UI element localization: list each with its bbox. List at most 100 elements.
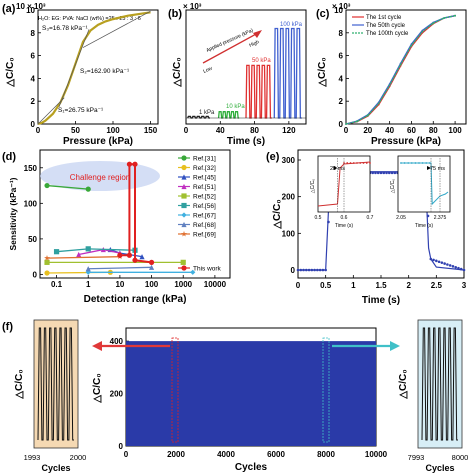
d-ytick-label-3: 150 xyxy=(24,164,38,173)
e-xtick-label-3: 1.5 xyxy=(375,281,387,290)
e-point xyxy=(388,171,391,175)
panel-b-plot xyxy=(186,27,306,119)
c-ytick-label-5: 10 xyxy=(334,6,343,15)
e-inset1-point-5 xyxy=(359,162,362,164)
panel-c-frame xyxy=(345,9,467,125)
c-point-2-0 xyxy=(345,123,347,125)
d-legend-label-3: Ref.[51] xyxy=(193,184,216,191)
d-series-7 xyxy=(88,266,152,270)
panel-a-plot xyxy=(37,10,151,126)
d-legend-marker-0 xyxy=(181,155,187,161)
panel-a-xticks: 0 50 100 150 xyxy=(36,121,158,135)
d-point-9-2 xyxy=(126,161,133,167)
c-point-2-2 xyxy=(366,114,369,117)
d-legend-label-2: Ref.[45] xyxy=(193,175,216,182)
d-legend-marker-7 xyxy=(181,221,187,228)
d-point-8-0 xyxy=(44,255,50,261)
c-ytick-label-2: 4 xyxy=(339,74,344,83)
panel-e-inset1-xlabel: Time (s) xyxy=(335,223,353,229)
e-point xyxy=(457,266,460,270)
panel-f-left-ylabel: △C/C₀ xyxy=(14,369,25,399)
panel-d-frame xyxy=(39,149,231,279)
e-ytick-label-1: 100 xyxy=(282,229,296,238)
e-xtick-label-6: 3 xyxy=(462,281,467,290)
panel-b-letter: (b) xyxy=(168,8,182,20)
panel-d-xticks: 0.1 1 10 100 1000 10000 xyxy=(51,275,227,289)
legend-label-1st: The 1st cycle xyxy=(366,15,402,21)
d-point-9-0 xyxy=(117,252,123,258)
panel-c-exp: × 10³ xyxy=(332,2,351,11)
panel-f-left-zoom-plot xyxy=(37,327,74,441)
d-point-4-1 xyxy=(180,259,186,265)
panel-b-high: High xyxy=(248,39,260,49)
panel-e-inset2-xlabel: Time (s) xyxy=(415,223,433,229)
d-legend-marker-2 xyxy=(181,174,187,180)
f-xtick-label-1: 2000 xyxy=(167,450,185,459)
d-point-9-3 xyxy=(132,161,138,167)
panel-b-ylabel: △C/C₀ xyxy=(172,57,183,87)
c-xtick-label-2: 40 xyxy=(385,126,394,135)
d-legend-label-6: Ref.[67] xyxy=(193,213,216,220)
e-inset1-point-1 xyxy=(346,162,349,164)
d-legend-label-0: Ref.[31] xyxy=(193,156,216,163)
panel-e-inset1-xt0: 0.5 xyxy=(315,215,322,221)
panel-b-label-100kpa: 100 kPa xyxy=(280,22,303,28)
d-point-6-1 xyxy=(190,269,196,275)
a-ytick-label-4: 8 xyxy=(31,29,36,38)
c-ytick-label-3: 6 xyxy=(339,52,344,61)
panel-f-left-xt0: 1993 xyxy=(24,453,41,462)
b-xtick-label-3: 120 xyxy=(282,126,296,135)
e-point xyxy=(390,171,394,175)
e-point xyxy=(459,267,463,271)
e-point xyxy=(318,268,322,272)
panel-c-xlabel: Pressure (kPa) xyxy=(371,136,441,147)
f-xtick-label-2: 4000 xyxy=(217,450,235,459)
e-xtick-label-4: 2 xyxy=(406,281,411,290)
e-xtick-label-1: 0.5 xyxy=(320,281,332,290)
panel-d: (d) Challenge region 0.1 1 10 100 1000 10000 … xyxy=(2,149,231,305)
d-legend-marker-3 xyxy=(181,183,187,190)
d-point-0-1 xyxy=(85,186,91,192)
e-point xyxy=(324,268,327,272)
panel-e-inset2-plot xyxy=(400,158,449,212)
panel-b-xlabel: Time (s) xyxy=(227,136,265,147)
e-point xyxy=(382,171,386,175)
f-xtick-label-3: 6000 xyxy=(267,450,285,459)
c-ytick-label-0: 0 xyxy=(339,120,344,129)
d-point-9-4 xyxy=(132,257,138,263)
d-point-4-0 xyxy=(44,259,50,265)
panel-a-yticks: 0 2 4 6 8 10 xyxy=(26,6,41,129)
d-xtick-label-1: 1 xyxy=(86,280,91,289)
d-legend-marker-8 xyxy=(181,230,187,237)
e-point xyxy=(393,171,397,175)
panel-c: (c) × 10³ 0 20 40 60 80 100 0 2 4 6 8 10 △C/C₀ Pre… xyxy=(316,2,467,147)
d-ytick-label-1: 50 xyxy=(28,235,37,244)
a-fit-s2 xyxy=(58,29,90,108)
legend-label-100th: The 100th cycle xyxy=(366,31,409,37)
f-right-wave xyxy=(421,327,458,441)
panel-e-xlabel: Time (s) xyxy=(362,295,400,306)
b-series-2 xyxy=(245,64,272,119)
panel-d-challenge-label: Challenge region xyxy=(70,173,131,182)
panel-a: (a) 10 × 10³ H₂O: EG: PVA: NaCl (wt%) =2… xyxy=(2,2,159,147)
d-legend-label-4: Ref.[52] xyxy=(193,194,216,201)
e-point xyxy=(376,171,380,175)
e-inset2-arrow xyxy=(427,166,431,170)
e-point xyxy=(432,258,435,262)
c-point-2-1 xyxy=(356,120,358,123)
panel-d-xlabel: Detection range (kPa) xyxy=(84,294,187,305)
panel-e-inset1-xt2: 0.7 xyxy=(367,215,374,221)
e-point xyxy=(462,268,466,272)
panel-e-inset2-ann: 75 ms xyxy=(430,166,445,172)
d-xtick-label-3: 100 xyxy=(145,280,159,289)
e-point xyxy=(385,171,388,175)
d-legend-label-7: Ref.[68] xyxy=(193,222,216,229)
c-point-2-3 xyxy=(377,102,380,105)
f-ytick-label-2: 400 xyxy=(110,337,124,346)
d-series-8 xyxy=(47,256,120,259)
a-fit-s3 xyxy=(82,10,151,48)
d-legend-label-1: Ref.[32] xyxy=(193,165,216,172)
e-point xyxy=(305,268,308,272)
e-point xyxy=(310,268,314,272)
d-legend-marker-5 xyxy=(181,202,187,209)
